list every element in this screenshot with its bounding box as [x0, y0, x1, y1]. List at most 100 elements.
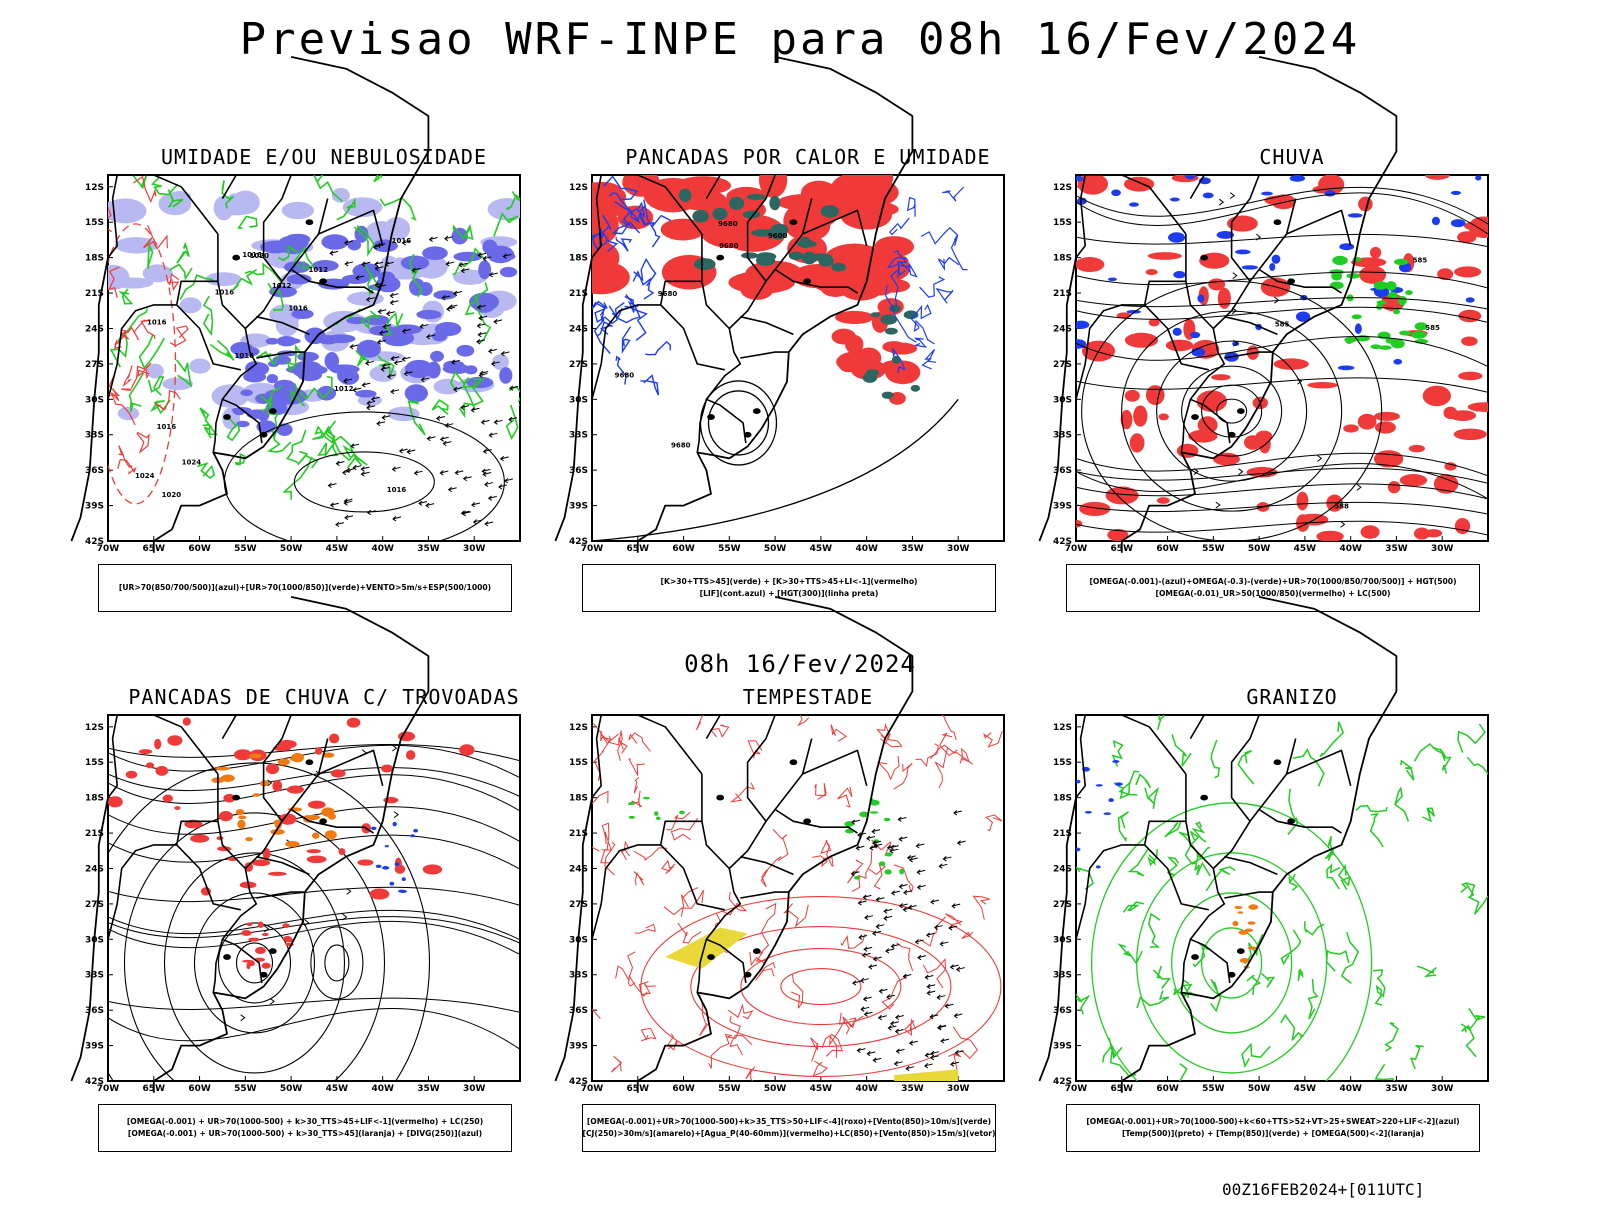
field-contour [336, 197, 356, 221]
contour-label: 9680 [671, 441, 691, 449]
panel-granizo: GRANIZO 12S 15S 18S 21S 24S 27S 30S 33S 36S 39S 42… [1038, 596, 1532, 1205]
country-border [318, 209, 384, 247]
field-cell [1076, 320, 1090, 329]
field-contour [108, 266, 120, 298]
field-cell [865, 369, 880, 377]
streamline-arrow [1274, 296, 1280, 304]
wind-vector [420, 377, 430, 383]
wind-vector [374, 265, 384, 272]
field-cell [276, 335, 297, 347]
field-cell [108, 796, 123, 808]
humidity-blue-field [260, 225, 518, 405]
lat-tick-label: 27S [569, 900, 588, 910]
field-contour [1432, 746, 1452, 774]
field-contour [921, 348, 937, 370]
lon-tick-label: 50W [280, 544, 303, 554]
country-border [290, 808, 374, 834]
field-contour [1297, 968, 1304, 982]
panel-title: PANCADAS DE CHUVA C/ TROVOADAS [128, 685, 520, 709]
lon-tick-label: 30W [1431, 1084, 1454, 1094]
field-cell [322, 752, 335, 758]
field-contour [729, 1034, 753, 1056]
lat-tick-label: 27S [1053, 900, 1072, 910]
lc250-contours [108, 762, 430, 1081]
field-contour [592, 790, 609, 805]
contour-label: 1016 [215, 288, 235, 296]
field-cell [240, 389, 253, 397]
wind-vector [418, 500, 428, 506]
field-contour [1466, 756, 1488, 776]
country-border [1230, 714, 1260, 822]
lon-tick-label: 50W [764, 1084, 787, 1094]
field-contour [904, 1018, 917, 1036]
isoline [108, 762, 430, 1081]
isoline [1216, 398, 1248, 424]
field-contour [661, 859, 676, 875]
field-cell [1076, 519, 1083, 528]
field-cell [279, 813, 297, 825]
field-contour [893, 864, 914, 894]
streamline [108, 997, 520, 1013]
field-cell [1156, 497, 1170, 504]
field-cell [114, 237, 158, 254]
wind-vector [906, 854, 916, 861]
panel-tempestade: TEMPESTADE 12S 15S 18S 21S 24S 27S 30S 33S 36S 39… [554, 596, 1048, 1205]
field-contour [633, 776, 640, 794]
wind-vectors [327, 235, 519, 528]
wind-vector [482, 448, 492, 454]
east-coastline [636, 56, 914, 553]
geography-layer [1038, 56, 1398, 553]
field-cell [174, 806, 181, 811]
isoline [707, 390, 770, 456]
wind850-green-field [844, 798, 905, 880]
field-contour [810, 1037, 819, 1062]
wind-vector [875, 923, 885, 930]
wind-vector [898, 903, 908, 909]
lat-tick-label: 33S [1053, 971, 1072, 981]
wind-vector [445, 261, 455, 267]
lake-marker [305, 219, 314, 226]
country-border [1121, 714, 1187, 775]
field-cell [1387, 480, 1401, 494]
field-contour [821, 1033, 844, 1057]
field-cell [387, 406, 420, 422]
wind-vector [944, 1003, 954, 1009]
field-contour [493, 212, 519, 237]
field-cell [369, 888, 390, 900]
field-cell [1414, 322, 1428, 331]
field-contour [1373, 969, 1386, 998]
wind-vector [478, 372, 488, 378]
wind-vector [435, 415, 445, 421]
legend-line-1: [OMEGA(-0.001)+UR>70(1000-500)+k>35_TTS>… [586, 1117, 992, 1126]
lat-tick-label: 39S [569, 1042, 588, 1052]
field-contour [633, 257, 657, 287]
lon-tick-label: 60W [188, 544, 211, 554]
field-cell [820, 205, 839, 218]
lon-tick-label: 45W [810, 1084, 833, 1094]
country-border [1180, 939, 1192, 993]
field-cell [878, 861, 886, 867]
field-cell [356, 339, 382, 358]
lake-marker [1236, 408, 1245, 415]
streamline-arrow [269, 997, 275, 1005]
wind-vector [937, 1025, 947, 1031]
wind-vector [878, 988, 888, 994]
lon-tick-label: 30W [947, 1084, 970, 1094]
field-cell [1296, 491, 1309, 511]
field-cell [769, 195, 781, 211]
field-contour [324, 420, 359, 462]
field-cell [831, 262, 847, 272]
field-contour [175, 359, 193, 388]
field-cell [1437, 268, 1454, 281]
wind-vector [329, 502, 339, 508]
field-cell [330, 769, 346, 778]
wind-vector [883, 915, 893, 921]
field-contour [1287, 788, 1299, 835]
field-cell [1217, 287, 1231, 309]
field-cell [1433, 474, 1459, 494]
wind-vector [352, 387, 362, 393]
field-contour [113, 333, 130, 349]
lat-tick-label: 18S [1053, 794, 1072, 804]
field-contour [880, 733, 903, 748]
